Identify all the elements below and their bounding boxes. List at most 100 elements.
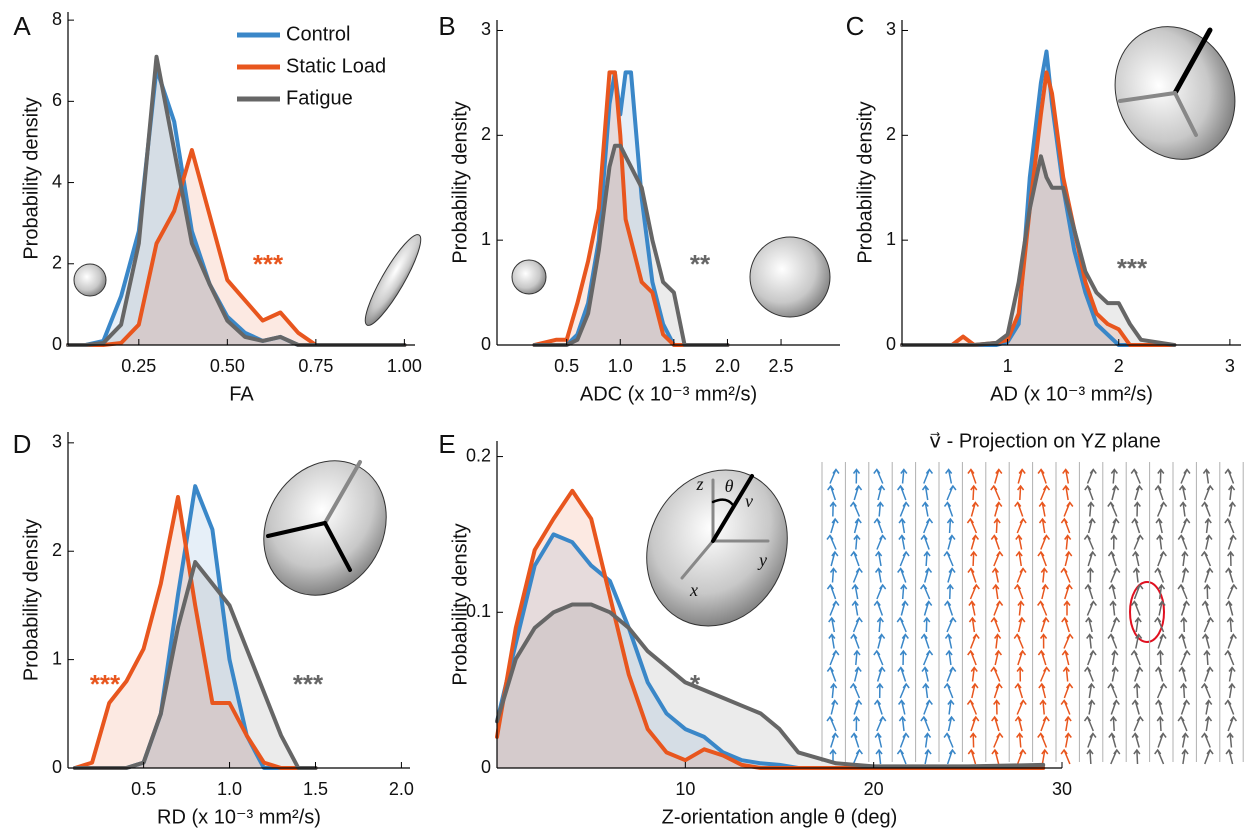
vector-arrow <box>969 583 980 600</box>
vector-arrow <box>1157 583 1166 600</box>
vector-arrow <box>853 484 863 501</box>
ellipsoid-icon <box>364 234 422 326</box>
vector-arrow <box>1224 649 1235 666</box>
vector-arrow <box>1041 583 1049 600</box>
legend-label: Control <box>286 23 350 45</box>
x-tick-label: 1.5 <box>303 779 328 799</box>
x-tick-label: 3 <box>1225 356 1235 376</box>
vector-arrow <box>993 600 1004 616</box>
x-tick-label: 10 <box>675 779 695 799</box>
density-area <box>497 490 1044 768</box>
vector-arrow <box>1204 517 1212 534</box>
x-tick-label: 0.5 <box>131 779 156 799</box>
vector-arrow <box>830 550 839 567</box>
vector-arrow <box>1224 699 1235 715</box>
vector-arrow <box>1154 567 1165 583</box>
vector-arrow <box>1177 534 1188 550</box>
vector-arrow <box>873 699 883 715</box>
vector-arrow <box>1203 649 1211 666</box>
inset-label: y <box>757 550 767 570</box>
vector-arrow <box>1111 484 1120 501</box>
vector-arrow <box>991 715 1000 732</box>
y-tick-label: 2 <box>52 540 62 560</box>
vector-arrow <box>1107 682 1118 699</box>
vector-arrow <box>830 699 839 715</box>
vector-arrow <box>1107 633 1118 649</box>
vector-arrow <box>920 715 931 732</box>
vector-arrow <box>827 484 837 501</box>
legend-label: Static Load <box>286 55 386 77</box>
panel-label: C <box>846 11 865 41</box>
vector-arrow <box>1017 616 1026 633</box>
vector-arrow <box>1157 732 1167 748</box>
vector-arrow <box>873 600 884 616</box>
vector-arrow <box>853 517 862 534</box>
vector-arrow <box>1087 649 1097 666</box>
vector-arrow <box>1201 501 1211 517</box>
vector-arrow <box>874 732 883 748</box>
vector-arrow <box>1227 633 1237 649</box>
vector-arrow <box>852 468 861 484</box>
vector-arrow <box>1111 666 1119 682</box>
vector-arrow <box>873 468 884 484</box>
arrow <box>1173 91 1198 137</box>
arrow <box>680 539 715 580</box>
x-axis-label: FA <box>229 383 254 405</box>
vector-arrow <box>1016 517 1027 534</box>
vector-arrow <box>897 666 907 682</box>
vector-arrow <box>993 732 1004 748</box>
sphere-icon <box>511 259 547 295</box>
vector-arrow <box>898 534 906 550</box>
x-axis-label: RD (x 10⁻³ mm²/s) <box>157 806 321 828</box>
vector-arrow <box>1133 748 1141 765</box>
inset-label: v⃗ <box>745 491 767 511</box>
x-tick-label: 20 <box>864 779 884 799</box>
vector-arrow <box>1015 550 1023 567</box>
vector-arrow <box>899 732 910 748</box>
y-axis-label: Probability density <box>449 101 471 263</box>
vector-arrow <box>850 550 860 567</box>
vector-arrow <box>851 583 859 600</box>
vector-arrow <box>1130 600 1141 616</box>
x-tick-label: 1.5 <box>661 356 686 376</box>
vector-arrow <box>921 666 929 682</box>
vector-arrow <box>875 748 883 765</box>
vector-arrow <box>923 732 932 748</box>
significance: *** <box>253 249 284 279</box>
vector-arrow <box>1064 550 1073 567</box>
vectors <box>266 27 1213 580</box>
vector-arrow <box>896 748 907 765</box>
x-tick-label: 0.75 <box>298 356 333 376</box>
vector-arrow <box>1131 517 1141 534</box>
vector-arrow <box>1135 633 1143 649</box>
vector-arrow <box>850 633 860 649</box>
vector-arrow <box>1083 534 1095 550</box>
vector-arrow <box>1110 534 1118 550</box>
vector-arrow <box>1204 748 1214 765</box>
vector-arrow <box>852 748 863 765</box>
icons <box>73 26 1236 643</box>
vector-arrow <box>1203 484 1214 501</box>
vector-arrow <box>1134 616 1142 633</box>
vector-arrow <box>1228 666 1236 682</box>
vector-arrow <box>970 534 980 550</box>
vector-arrow <box>994 468 1003 484</box>
panel-label: E <box>438 429 455 459</box>
vector-arrow <box>852 715 861 732</box>
vector-arrow <box>1133 501 1141 517</box>
density-line <box>66 148 407 347</box>
vector-arrow <box>1177 583 1188 600</box>
vector-arrow <box>923 600 933 616</box>
vector-arrow <box>874 567 883 583</box>
vector-arrow <box>1037 600 1048 616</box>
x-tick-label: 1.0 <box>217 779 242 799</box>
x-tick-label: 2.0 <box>389 779 414 799</box>
vector-arrow <box>1177 715 1188 732</box>
vector-arrow <box>966 699 978 715</box>
vector-arrow <box>920 633 930 649</box>
vector-arrow <box>1063 600 1071 616</box>
vector-arrow <box>1205 534 1213 550</box>
significance: *** <box>1117 253 1148 283</box>
vector-arrow <box>1084 583 1094 600</box>
